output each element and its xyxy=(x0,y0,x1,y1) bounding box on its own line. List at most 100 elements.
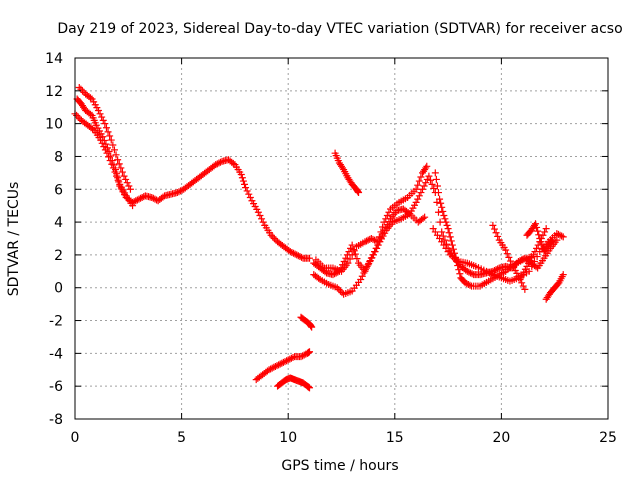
data-point xyxy=(482,267,490,275)
data-point xyxy=(299,352,307,360)
data-point xyxy=(114,156,122,164)
data-point xyxy=(525,267,533,275)
data-point xyxy=(96,110,104,118)
data-point xyxy=(254,208,262,216)
data-point xyxy=(212,161,220,169)
data-point xyxy=(441,236,449,244)
data-point xyxy=(487,270,495,278)
y-tick-label: 12 xyxy=(45,84,63,100)
data-point xyxy=(177,187,185,195)
data-point xyxy=(294,252,302,260)
x-tick-label: 25 xyxy=(599,430,617,446)
data-point xyxy=(549,236,557,244)
data-point xyxy=(149,194,157,202)
data-point xyxy=(86,110,94,118)
data-point xyxy=(265,366,273,374)
data-point xyxy=(559,233,567,241)
data-point xyxy=(342,254,350,262)
data-point xyxy=(503,250,511,258)
data-point xyxy=(374,241,382,249)
data-point xyxy=(435,208,443,216)
data-point xyxy=(281,358,289,366)
data-point xyxy=(357,276,365,284)
data-point xyxy=(246,193,254,201)
data-point xyxy=(369,235,377,243)
series-island-low-1 xyxy=(252,348,314,384)
y-tick-label: -8 xyxy=(49,412,63,428)
data-point xyxy=(437,199,445,207)
data-point xyxy=(288,248,296,256)
y-tick-label: 14 xyxy=(45,51,63,67)
data-point xyxy=(89,125,97,133)
data-point xyxy=(559,271,567,279)
data-point xyxy=(537,238,545,246)
data-point xyxy=(554,230,562,238)
data-point xyxy=(441,215,449,223)
data-point xyxy=(521,285,529,293)
data-point xyxy=(548,237,556,245)
data-point xyxy=(215,159,223,167)
series-diag-3 xyxy=(542,271,567,303)
y-tick-label: 10 xyxy=(45,117,63,133)
data-point xyxy=(420,182,428,190)
data-point xyxy=(350,247,358,255)
data-point xyxy=(412,198,420,206)
data-point xyxy=(137,194,145,202)
data-point xyxy=(120,172,128,180)
data-point xyxy=(377,228,385,236)
data-point xyxy=(100,143,108,151)
data-point xyxy=(371,248,379,256)
data-point xyxy=(463,280,471,288)
series-main xyxy=(73,95,314,262)
data-point xyxy=(534,227,542,235)
data-point xyxy=(103,149,111,157)
data-point xyxy=(115,160,123,168)
data-point xyxy=(433,182,441,190)
data-point xyxy=(300,351,308,359)
data-point xyxy=(439,207,447,215)
data-point xyxy=(97,136,105,144)
data-point xyxy=(258,215,266,223)
data-point xyxy=(108,160,116,168)
data-point xyxy=(112,151,120,159)
data-point xyxy=(454,262,462,270)
x-axis: 0 5 10 15 20 25 xyxy=(71,58,617,446)
data-point xyxy=(484,268,492,276)
data-point xyxy=(77,85,85,93)
data-point xyxy=(553,230,561,238)
data-point xyxy=(346,255,354,263)
data-point xyxy=(439,232,447,240)
data-point xyxy=(502,246,510,254)
data-point xyxy=(442,218,450,226)
data-point xyxy=(431,169,439,177)
data-point xyxy=(335,285,343,293)
data-point xyxy=(242,184,250,192)
data-point xyxy=(296,253,304,261)
data-point xyxy=(385,208,393,216)
data-point xyxy=(243,187,251,195)
data-point xyxy=(86,94,94,102)
data-point xyxy=(361,238,369,246)
data-point xyxy=(268,364,276,372)
data-point xyxy=(291,250,299,258)
series-late-lower xyxy=(310,210,429,298)
data-point xyxy=(423,162,431,170)
data-point xyxy=(425,172,433,180)
x-tick-label: 20 xyxy=(492,430,510,446)
data-point xyxy=(466,269,474,277)
data-point xyxy=(422,179,430,187)
y-tick-label: 8 xyxy=(54,149,63,165)
data-point xyxy=(94,107,102,115)
chart-title: Day 219 of 2023, Sidereal Day-to-day VTE… xyxy=(57,21,622,37)
data-point xyxy=(369,251,377,259)
data-point xyxy=(111,168,119,176)
data-point xyxy=(286,355,294,363)
data-point xyxy=(490,225,498,233)
x-tick-label: 15 xyxy=(386,430,404,446)
data-point xyxy=(432,175,440,183)
data-point xyxy=(449,245,457,253)
data-point xyxy=(440,212,448,220)
data-point xyxy=(99,116,107,124)
data-point xyxy=(415,177,423,185)
data-point xyxy=(414,181,422,189)
